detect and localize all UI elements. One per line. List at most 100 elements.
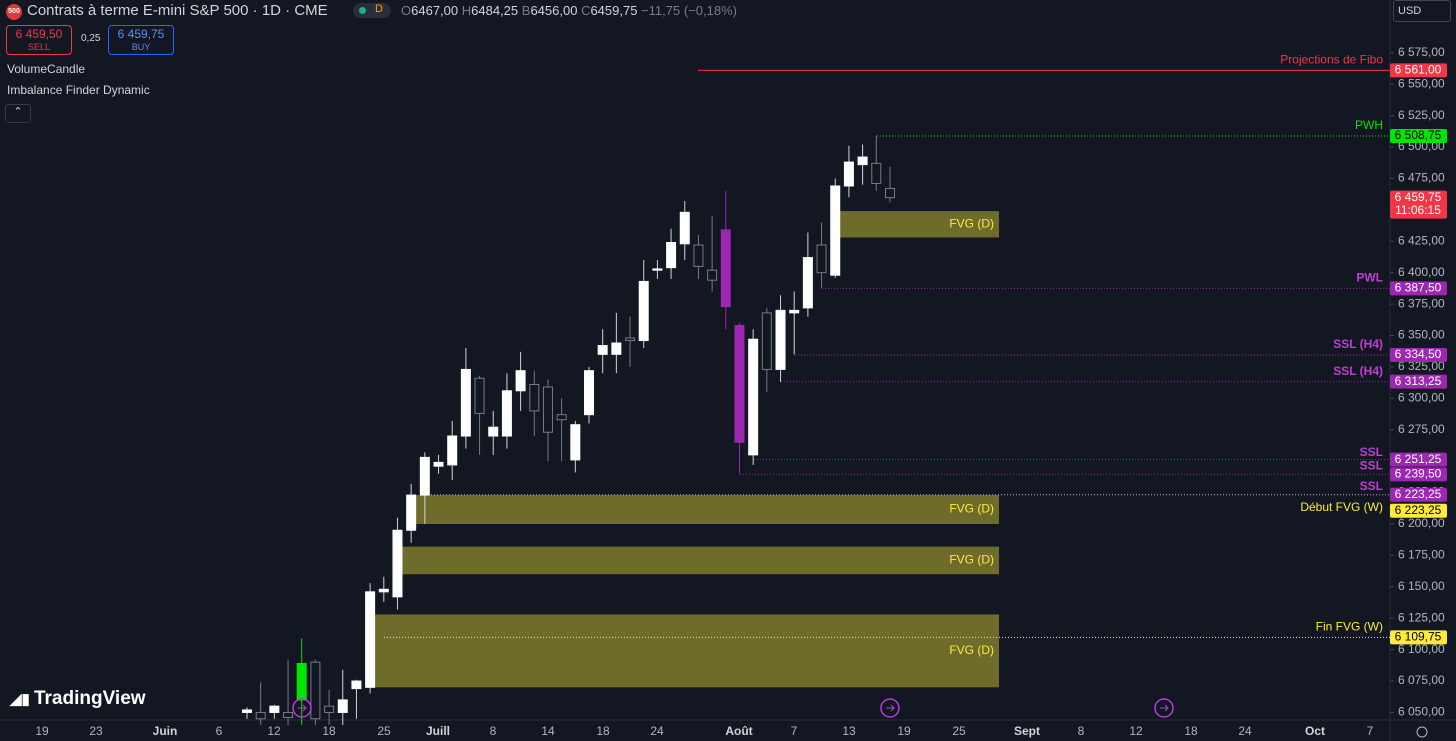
candle-body: [638, 280, 649, 342]
x-tick-label: 6: [216, 724, 223, 738]
candle-body: [802, 257, 813, 309]
last-price-pill: [1390, 190, 1447, 219]
candle-body: [337, 699, 348, 713]
y-tick-label: 6 525,00: [1398, 108, 1445, 122]
fvg-label: FVG (D): [949, 643, 994, 657]
y-tick-label: 6 375,00: [1398, 296, 1445, 310]
y-tick-label: 6 575,00: [1398, 45, 1445, 59]
candle-body: [474, 377, 485, 414]
ohlc-value: 6467,00: [411, 3, 459, 18]
x-tick-label: 7: [791, 724, 798, 738]
x-tick-label: 7: [1367, 724, 1374, 738]
price-pill-label: 6 109,75: [1395, 630, 1442, 644]
candle-body: [748, 338, 759, 456]
price-pill-label: 6 387,50: [1395, 281, 1442, 295]
candle-body: [857, 156, 868, 166]
y-tick-label: 6 300,00: [1398, 390, 1445, 404]
x-tick-label: 25: [952, 724, 966, 738]
price-pill: [1390, 129, 1447, 144]
ohlc-label: C: [581, 3, 591, 18]
candle-body: [871, 162, 882, 184]
price-pill: [1390, 63, 1447, 78]
event-icon: [292, 698, 312, 718]
ohlc-value: 6456,00: [530, 3, 578, 18]
candle-body: [283, 711, 294, 718]
x-tick-label: 24: [1238, 724, 1252, 738]
fvg-zone: [411, 495, 999, 524]
level-label: SSL: [1360, 445, 1383, 459]
y-tick-label: 6 075,00: [1398, 673, 1445, 687]
indicator-name[interactable]: VolumeCandle: [7, 62, 86, 76]
candle-body: [351, 680, 362, 690]
candle-body: [392, 529, 403, 598]
brand-name: TradingView: [33, 688, 146, 709]
x-tick-label: 24: [650, 724, 664, 738]
x-tick-label: Juin: [153, 724, 178, 738]
candle-body: [324, 705, 335, 713]
x-tick-label: 8: [1078, 724, 1085, 738]
candle-body: [652, 268, 663, 271]
candle-body: [597, 345, 608, 355]
candle-body: [242, 709, 252, 713]
countdown: 11:06:15: [1395, 203, 1441, 217]
y-tick-label: 6 550,00: [1398, 76, 1445, 90]
candle-body: [365, 591, 376, 688]
candle-body: [296, 662, 307, 701]
x-tick-label: 19: [35, 724, 49, 738]
fvg-zone: [836, 211, 999, 238]
price-pill-label: 6 251,25: [1395, 452, 1442, 466]
x-tick-label: 18: [322, 724, 336, 738]
price-pill-label: 6 223,25: [1395, 503, 1442, 517]
candle-body: [816, 244, 827, 274]
y-tick-label: 6 125,00: [1398, 610, 1445, 624]
candle-body: [419, 456, 430, 496]
price-pill-label: 6 313,25: [1395, 374, 1442, 388]
status-badge: D: [375, 3, 383, 15]
level-label: Fin FVG (W): [1316, 620, 1383, 634]
candle-body: [843, 161, 854, 187]
buy-label: BUY: [131, 42, 151, 52]
collapse-button[interactable]: ⌃: [5, 104, 31, 123]
last-price-label: 6 459,75: [1395, 190, 1442, 204]
candle-body: [515, 370, 526, 392]
candle-body: [501, 390, 512, 437]
ohlc-change: −11,75 (−0,18%): [641, 3, 737, 18]
x-tick-label: 19: [897, 724, 911, 738]
x-tick-label: Juill: [426, 724, 450, 738]
candle-body: [378, 588, 389, 593]
price-pill-label: 6 508,75: [1395, 128, 1442, 142]
candle-body: [693, 244, 704, 267]
level-label: Projections de Fibo: [1280, 53, 1383, 67]
event-icon-glyph: [298, 704, 307, 712]
y-tick-label: 6 200,00: [1398, 516, 1445, 530]
fvg-label: FVG (D): [949, 502, 994, 516]
level-label: PWH: [1355, 118, 1383, 132]
sell-price: 6 459,50: [15, 27, 63, 41]
candle-body: [433, 461, 444, 467]
event-icon-glyph: [1160, 704, 1169, 712]
y-tick-label: 6 175,00: [1398, 548, 1445, 562]
ohlc-label: H: [461, 3, 472, 18]
candle-body: [310, 661, 321, 720]
buy-button[interactable]: 6 459,75 BUY: [108, 25, 174, 55]
candle-body: [570, 424, 581, 461]
candle-body: [679, 211, 690, 245]
candle-body: [707, 269, 718, 281]
x-tick-label: 12: [1129, 724, 1143, 738]
settings-icon: [1416, 726, 1428, 738]
x-tick-label: Août: [725, 724, 752, 738]
price-pill: [1390, 503, 1447, 518]
candle-body: [447, 435, 458, 466]
candle-body: [255, 711, 266, 720]
ohlc: O6467,00 H6484,25 B6456,00 C6459,75 −11,…: [401, 3, 737, 18]
x-tick-label: 13: [842, 724, 856, 738]
indicator-name[interactable]: Imbalance Finder Dynamic: [7, 83, 150, 97]
symbol-title[interactable]: Contrats à terme E-mini S&P 500 · 1D · C…: [27, 2, 328, 19]
sell-button[interactable]: 6 459,50 SELL: [6, 25, 72, 55]
spread: 0,25: [81, 33, 101, 44]
y-tick-label: 6 400,00: [1398, 265, 1445, 279]
currency-select[interactable]: USD: [1393, 0, 1451, 22]
level-label: PWL: [1356, 271, 1383, 285]
level-label: Début FVG (W): [1300, 500, 1383, 514]
